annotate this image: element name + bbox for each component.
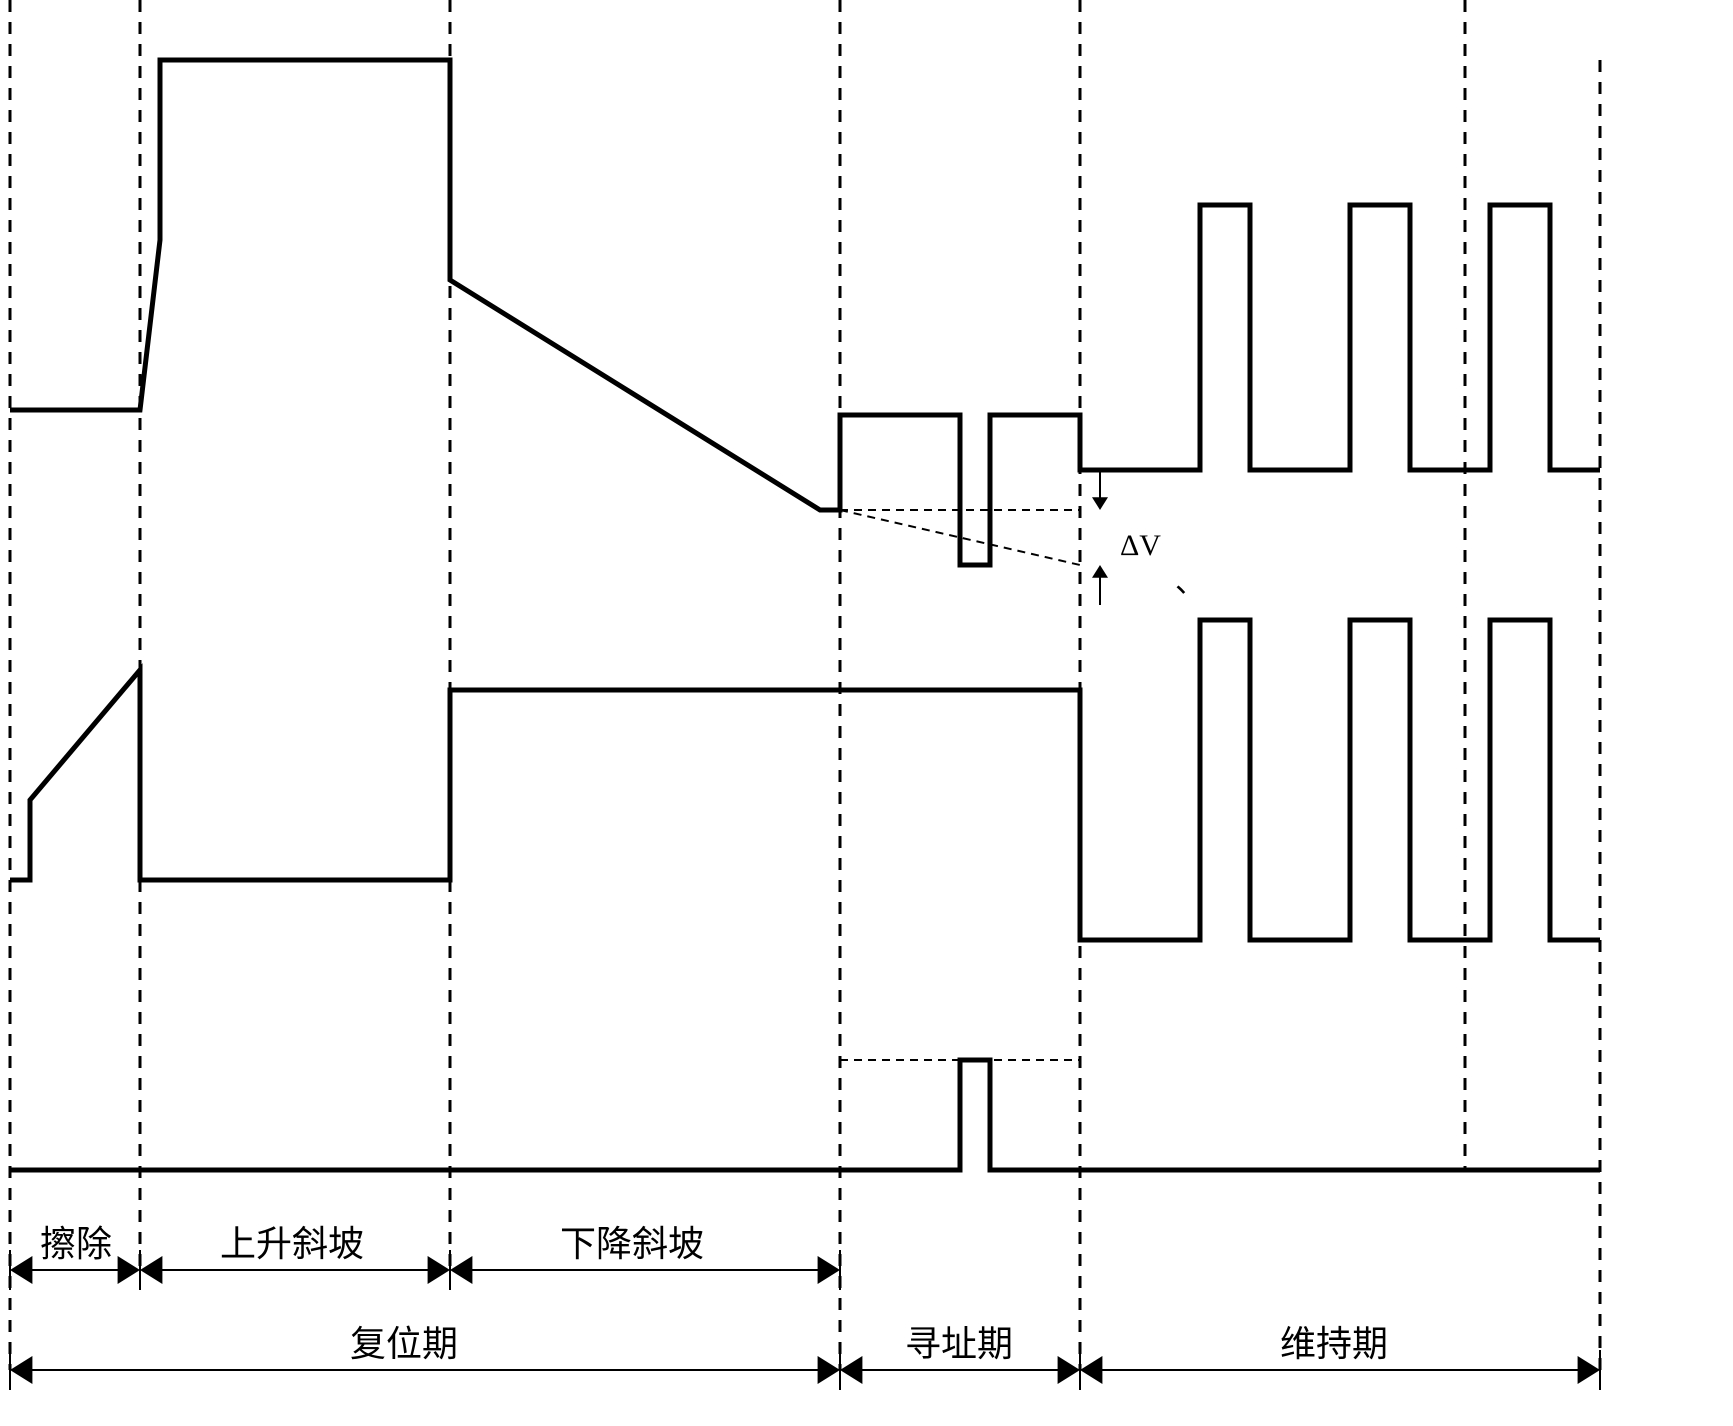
- arrow-head: [1092, 565, 1108, 578]
- dimension-label: 擦除: [40, 1223, 112, 1264]
- arrow-head: [840, 1356, 862, 1384]
- waveform-address: [10, 1060, 1600, 1170]
- arrow-head: [1578, 1356, 1600, 1384]
- waveform-upper: [10, 60, 1600, 565]
- arrow-head: [140, 1256, 162, 1284]
- delta-v-label: ΔV: [1120, 529, 1161, 562]
- dimension-label: 下降斜坡: [560, 1223, 704, 1264]
- arrow-head: [10, 1256, 32, 1284]
- dimension-label: 寻址期: [905, 1323, 1013, 1364]
- arrow-head: [450, 1256, 472, 1284]
- dimension-label: 复位期: [350, 1323, 458, 1364]
- arrow-head: [818, 1356, 840, 1384]
- timing-diagram: ΔV 、擦除 上升斜坡 下降斜坡复位期 寻址期 维持期: [0, 0, 1733, 1426]
- arrow-head: [818, 1256, 840, 1284]
- arrow-head: [428, 1256, 450, 1284]
- tick-mark: 、: [1175, 566, 1205, 599]
- arrow-head: [1058, 1356, 1080, 1384]
- arrow-head: [1080, 1356, 1102, 1384]
- arrow-head: [10, 1356, 32, 1384]
- dimension-label: 上升斜坡: [220, 1223, 364, 1264]
- arrow-head: [1092, 497, 1108, 510]
- dimension-label: 维持期: [1280, 1323, 1388, 1364]
- arrow-head: [118, 1256, 140, 1284]
- waveform-lower: [10, 620, 1600, 940]
